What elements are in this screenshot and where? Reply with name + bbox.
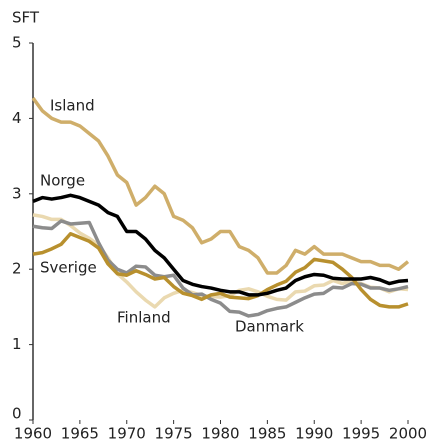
y-tick-label: 1 [12,335,22,353]
x-tick-label: 1990 [295,425,333,441]
series-line [32,213,409,309]
y-tick-label: 5 [12,34,22,52]
series-label: Island [50,97,95,115]
series-label: Sverige [40,259,97,277]
y-tick-label: 0 [12,405,22,423]
series-label: Danmark [235,318,304,336]
series-line [32,232,409,309]
series-line [31,97,410,275]
y-tick-label: 2 [12,260,22,278]
x-tick-label: 1960 [14,425,52,441]
x-tick-label: 2000 [389,425,427,441]
series-line [32,219,409,318]
x-tick-label: 1975 [155,425,193,441]
series-line [32,193,409,297]
y-tick-label: 4 [12,109,22,127]
x-tick-label: 1985 [248,425,286,441]
y-tick-label: 3 [12,184,22,202]
x-tick-label: 1995 [342,425,380,441]
x-tick-label: 1980 [201,425,239,441]
series-label: Norge [40,172,85,190]
series-label: Finland [117,309,171,327]
x-tick-label: 1970 [108,425,146,441]
y-axis-label: SFT [12,9,40,27]
x-tick-label: 1965 [61,425,99,441]
